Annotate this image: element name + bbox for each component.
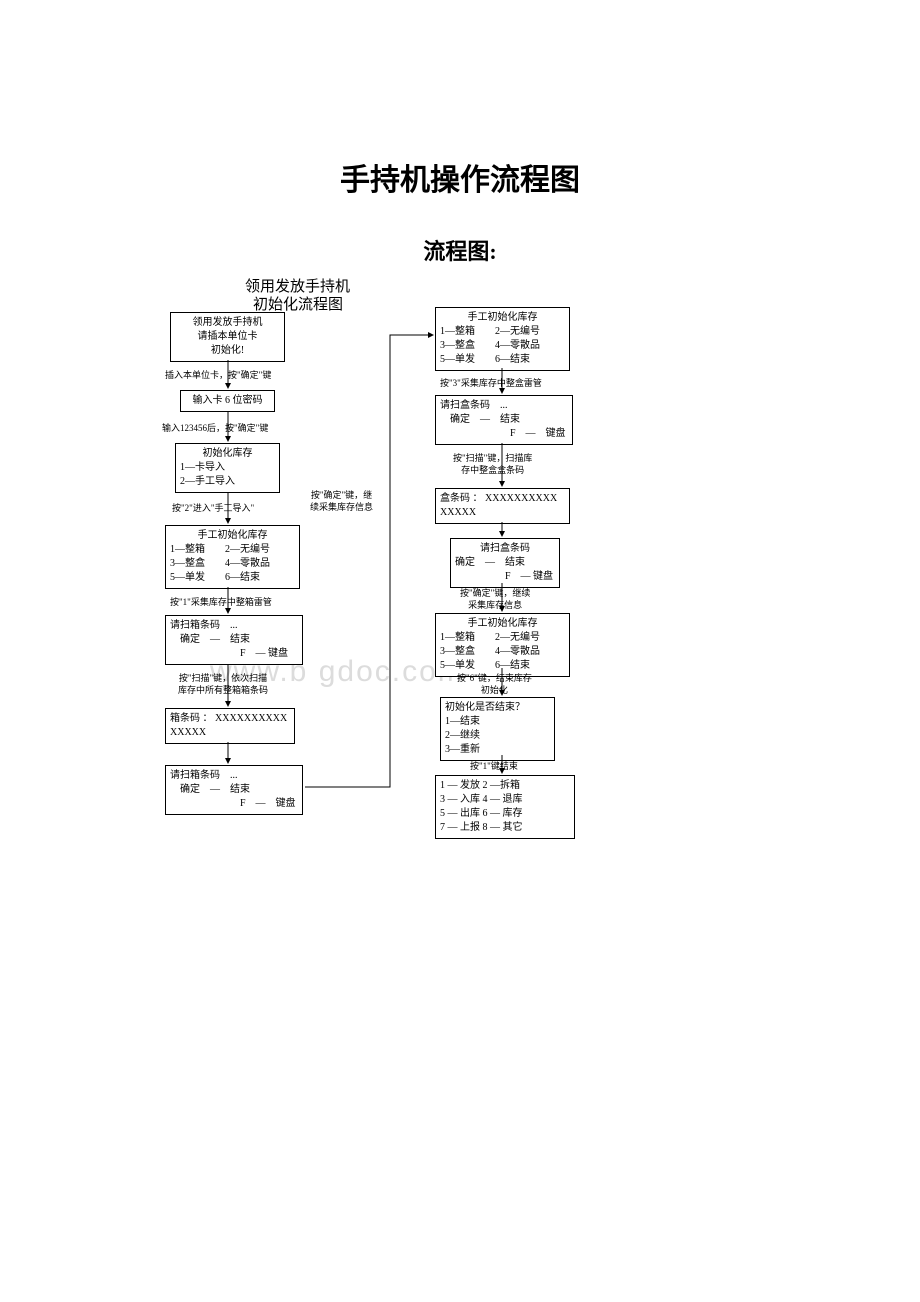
step-label-line: 按"6"键，结束库存 (457, 673, 532, 683)
node-line: 确定 — 结束 (440, 413, 568, 427)
step-label: 插入本单位卡，按"确定"键 (165, 370, 271, 382)
node-line: 请扫盒条码 ... (440, 399, 568, 413)
step-label: 按"6"键，结束库存 初始化 (457, 673, 532, 696)
node-line: 1—结束 (445, 715, 550, 729)
step-label: 按"1"键结束 (470, 761, 518, 773)
step-label: 输入123456后，按"确定"键 (162, 423, 268, 435)
node-scan-box-1: 请扫箱条码 ... 确定 — 结束 F — 键盘 (165, 615, 303, 665)
node-line: 初始化是否结束？ (445, 701, 550, 715)
node-line: 箱条码 ： XXXXXXXXXX (170, 712, 290, 726)
node-line: 5—单发 6—结束 (440, 659, 565, 673)
node-line: 领用发放手持机 (175, 316, 280, 330)
page-title: 手持机操作流程图 (0, 155, 920, 199)
node-line: F — 键盘 (170, 797, 298, 811)
node-insert-card: 领用发放手持机 请插本单位卡 初始化! (170, 312, 285, 362)
node-line: 5—单发 6—结束 (440, 353, 565, 367)
node-line: 手工初始化库存 (440, 617, 565, 631)
node-line: 请扫箱条码 ... (170, 769, 298, 783)
node-line: 3—重新 (445, 743, 550, 757)
step-label-line: 按"确定"键，继 (311, 490, 372, 500)
node-line: 3—整盒 4—零散品 (170, 557, 295, 571)
node-line: 输入卡 6 位密码 (185, 394, 270, 408)
step-label-line: 按"扫描"键，扫描库 (453, 453, 532, 463)
node-line: 手工初始化库存 (440, 311, 565, 325)
node-manual-init-1: 手工初始化库存 1—整箱 2—无编号 3—整盒 4—零散品 5—单发 6—结束 (165, 525, 300, 589)
node-line: 1 — 发放 2 —拆箱 (440, 779, 570, 793)
node-line: 3—整盒 4—零散品 (440, 339, 565, 353)
node-line: 1—整箱 2—无编号 (440, 325, 565, 339)
node-scan-case-r: 请扫盒条码 ... 确定 — 结束 F — 键盘 (435, 395, 573, 445)
node-line: 3—整盒 4—零散品 (440, 645, 565, 659)
step-label: 按"扫描"键，扫描库 存中整盒盒条码 (453, 453, 532, 476)
node-manual-init-r2: 手工初始化库存 1—整箱 2—无编号 3—整盒 4—零散品 5—单发 6—结束 (435, 613, 570, 677)
step-label-line: 按"确定"键，继续 (460, 588, 530, 598)
node-init-stock: 初始化库存 1—卡导入 2—手工导入 (175, 443, 280, 493)
step-label-line: 按"扫描"键，依次扫描 (179, 673, 267, 683)
node-line: 1—整箱 2—无编号 (440, 631, 565, 645)
node-scan-box-2: 请扫箱条码 ... 确定 — 结束 F — 键盘 (165, 765, 303, 815)
step-label-line: 初始化 (481, 685, 508, 695)
node-line: 确定 — 结束 (170, 633, 298, 647)
node-line: 手工初始化库存 (170, 529, 295, 543)
node-main-menu: 1 — 发放 2 —拆箱 3 — 入库 4 — 退库 5 — 出库 6 — 库存… (435, 775, 575, 839)
step-label: 按"2"进入"手工导入" (172, 503, 254, 515)
node-line: F — 键盘 (440, 427, 568, 441)
node-line: XXXXX (440, 506, 565, 520)
node-line: F — 键盘 (455, 570, 555, 584)
step-label: 按"1"采集库存中整箱雷管 (170, 597, 272, 609)
step-label: 按"确定"键，继续 采集库存信息 (460, 588, 530, 611)
node-line: 7 — 上报 8 — 其它 (440, 821, 570, 835)
flowchart-container: 领用发放手持机 初始化流程图 领用发放手持机 请插本单位卡 初始化! 插入本单位… (150, 275, 670, 930)
node-line: 请扫箱条码 ... (170, 619, 298, 633)
step-label-line: 采集库存信息 (468, 600, 522, 610)
node-line: 2—手工导入 (180, 475, 275, 489)
node-scan-case-r2: 请扫盒条码 确定 — 结束 F — 键盘 (450, 538, 560, 588)
step-label-line: 库存中所有整箱箱条码 (178, 685, 268, 695)
node-line: 1—整箱 2—无编号 (170, 543, 295, 557)
step-label-mid: 按"确定"键，继 续采集库存信息 (310, 490, 373, 513)
step-label-line: 续采集库存信息 (310, 502, 373, 512)
node-finish-q: 初始化是否结束？ 1—结束 2—继续 3—重新 (440, 697, 555, 761)
node-line: 请插本单位卡 (175, 330, 280, 344)
node-casecode: 盒条码 ： XXXXXXXXXX XXXXX (435, 488, 570, 524)
node-line: XXXXX (170, 726, 290, 740)
node-line: F — 键盘 (170, 647, 298, 661)
node-password: 输入卡 6 位密码 (180, 390, 275, 412)
step-label: 按"3"采集库存中整盒雷管 (440, 378, 542, 390)
step-label: 按"扫描"键，依次扫描 库存中所有整箱箱条码 (178, 673, 268, 696)
node-line: 初始化! (175, 344, 280, 358)
page-subtitle: 流程图: (0, 234, 920, 266)
node-line: 确定 — 结束 (170, 783, 298, 797)
node-line: 确定 — 结束 (455, 556, 555, 570)
node-manual-init-r1: 手工初始化库存 1—整箱 2—无编号 3—整盒 4—零散品 5—单发 6—结束 (435, 307, 570, 371)
node-line: 3 — 入库 4 — 退库 (440, 793, 570, 807)
node-line: 5 — 出库 6 — 库存 (440, 807, 570, 821)
node-line: 盒条码 ： XXXXXXXXXX (440, 492, 565, 506)
step-label-line: 存中整盒盒条码 (461, 465, 524, 475)
node-line: 请扫盒条码 (455, 542, 555, 556)
node-line: 1—卡导入 (180, 461, 275, 475)
node-line: 初始化库存 (180, 447, 275, 461)
section-title-line2: 初始化流程图 (253, 293, 343, 314)
node-line: 5—单发 6—结束 (170, 571, 295, 585)
node-boxcode: 箱条码 ： XXXXXXXXXX XXXXX (165, 708, 295, 744)
node-line: 2—继续 (445, 729, 550, 743)
